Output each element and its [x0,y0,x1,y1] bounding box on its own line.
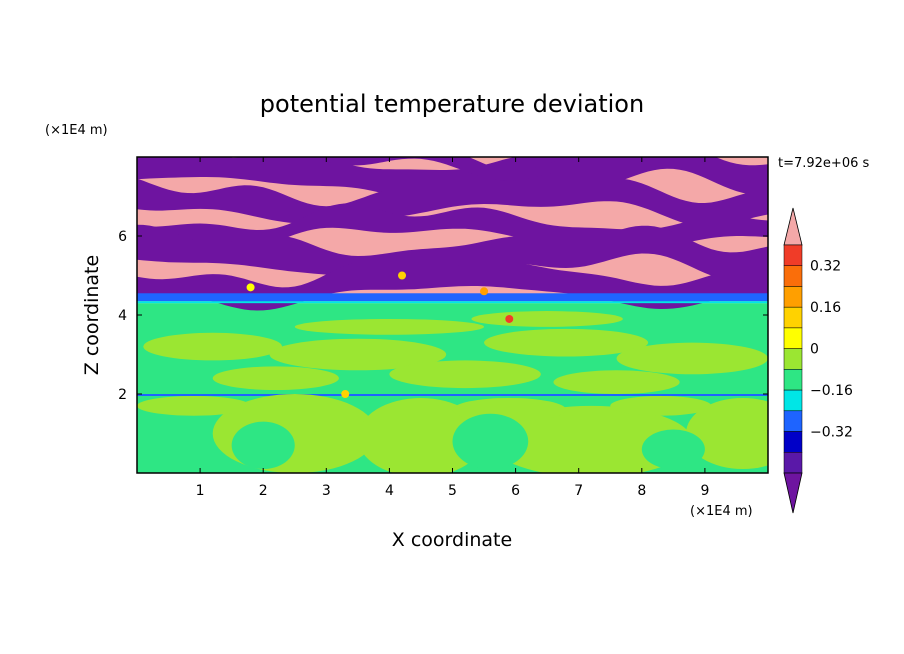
colorbar-segment [783,327,803,349]
hot-spot [246,283,255,292]
colorbar-segment [783,265,803,287]
hot-spot [480,287,489,296]
colorbar-label: −0.32 [810,425,853,441]
x-tick-label: 9 [700,483,709,499]
x-tick-label: 4 [385,483,394,499]
y-tick-label: 6 [118,229,127,245]
warm-region [212,366,339,391]
colorbar-top-arrow [783,207,803,246]
x-axis-label: X coordinate [392,529,512,551]
colorbar-label: 0 [810,342,819,358]
colorbar [783,207,803,514]
chart-title: potential temperature deviation [260,90,644,118]
interface-band [137,394,768,396]
warm-region [269,338,447,371]
warm-region [685,397,768,470]
warm-region [490,405,693,473]
purple-band [137,224,768,283]
colorbar-segment [783,286,803,308]
hot-spot [505,314,514,323]
y-ticks: 2 4 6 [118,229,768,403]
hot-spot [341,390,350,398]
interface-band [137,293,768,302]
colorbar-segment [783,410,803,432]
x-tick-label: 8 [637,483,646,499]
warm-region [357,397,485,473]
hot-spot [398,271,407,280]
colorbar-label: 0.32 [810,259,841,275]
warm-region [143,332,283,361]
x-tick-label: 7 [574,483,583,499]
cool-region [231,421,295,470]
purple-band [137,157,768,203]
warm-region [471,311,623,327]
warm-region [294,318,485,335]
y-tick-label: 2 [118,387,127,403]
time-label: t=7.92e+06 s [778,156,870,171]
colorbar-segment [783,369,803,391]
warm-region [610,395,712,416]
x-tick-label: 1 [196,483,205,499]
purple-band [137,178,768,227]
x-tick-label: 2 [259,483,268,499]
interface-band [137,301,768,304]
warm-region [553,370,680,394]
warm-region [137,395,251,416]
z-unit-label: (×1E4 m) [45,123,108,138]
warm-region [616,342,768,375]
y-axis-label: Z coordinate [81,255,103,375]
y-tick-label: 4 [118,308,127,324]
x-tick-label: 6 [511,483,520,499]
cool-region [641,429,705,470]
colorbar-bottom-arrow [783,472,803,514]
x-tick-label: 3 [322,483,331,499]
colorbar-segment [783,348,803,370]
colorbar-segment [783,452,803,474]
warm-region [484,328,649,357]
x-tick-label: 5 [448,483,457,499]
x-ticks: 1 2 3 4 5 6 7 8 9 [196,157,709,499]
purple-band [137,157,706,181]
colorbar-label: −0.16 [810,383,853,399]
warm-region [389,360,541,389]
colorbar-label: 0.16 [810,300,841,316]
colorbar-segment [783,389,803,412]
colorbar-labels: 0.32 0.16 0 −0.16 −0.32 [810,259,853,441]
colorbar-segment [783,244,803,266]
colorbar-segment [783,306,803,329]
cool-region [452,413,529,470]
colorbar-segment [783,431,803,453]
x-unit-label: (×1E4 m) [690,504,753,519]
plot-area [137,157,768,473]
